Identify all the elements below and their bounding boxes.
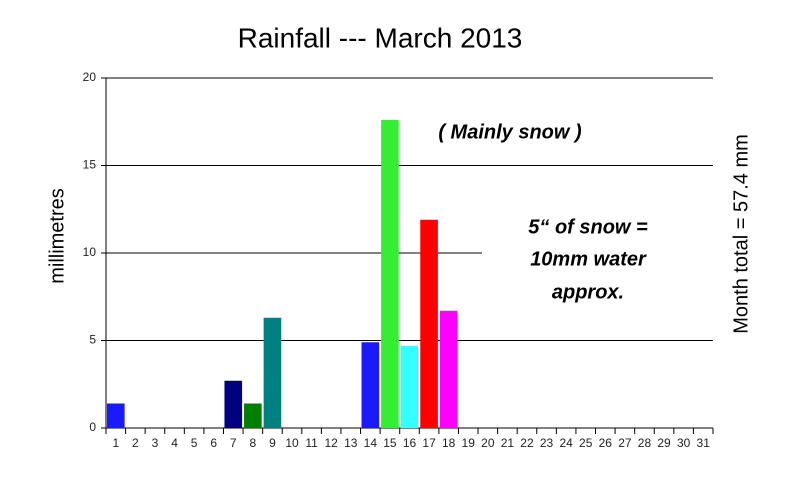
x-tick-label: 31 — [697, 436, 711, 450]
y-tick-label: 0 — [89, 420, 96, 434]
bar — [420, 219, 438, 428]
x-tick-label: 18 — [442, 436, 456, 450]
x-tick-label: 10 — [285, 436, 299, 450]
bar — [361, 342, 380, 428]
x-tick-label: 11 — [305, 436, 318, 450]
x-tick-label: 16 — [403, 436, 417, 450]
bar — [381, 120, 399, 428]
y-tick-label: 10 — [83, 245, 97, 259]
x-tick-label: 8 — [250, 436, 257, 450]
bar — [263, 317, 282, 428]
annotation: 5“ of snow = — [528, 216, 648, 238]
annotation: ( Mainly snow ) — [438, 121, 582, 143]
y-axis-label: millimetres — [46, 188, 68, 284]
month-total: Month total = 57.4 mm — [730, 134, 752, 334]
x-tick-label: 2 — [132, 436, 139, 450]
x-tick-label: 4 — [171, 436, 178, 450]
bar — [439, 310, 458, 428]
x-tick-label: 13 — [344, 436, 358, 450]
x-tick-label: 17 — [422, 436, 436, 450]
x-tick-label: 28 — [638, 436, 652, 450]
y-tick-label: 15 — [83, 158, 97, 172]
x-tick-label: 26 — [599, 436, 613, 450]
x-tick-label: 12 — [324, 436, 338, 450]
x-tick-label: 3 — [152, 436, 159, 450]
x-tick-label: 22 — [520, 436, 534, 450]
x-tick-label: 14 — [364, 436, 378, 450]
x-tick-label: 27 — [618, 436, 632, 450]
annotation: approx. — [552, 281, 624, 303]
x-tick-label: 25 — [579, 436, 593, 450]
x-tick-label: 1 — [112, 436, 119, 450]
y-tick-label: 20 — [83, 70, 97, 84]
bar — [106, 403, 125, 428]
chart-title: Rainfall --- March 2013 — [238, 22, 523, 53]
annotation: 10mm water — [530, 248, 647, 270]
x-tick-label: 5 — [191, 436, 198, 450]
bar — [400, 345, 419, 428]
x-tick-label: 29 — [657, 436, 671, 450]
x-tick-label: 7 — [230, 436, 237, 450]
x-tick-label: 6 — [210, 436, 217, 450]
x-tick-label: 24 — [559, 436, 573, 450]
x-tick-label: 9 — [269, 436, 276, 450]
x-tick-label: 19 — [462, 436, 476, 450]
x-tick-label: 20 — [481, 436, 495, 450]
x-tick-label: 30 — [677, 436, 691, 450]
bar — [244, 403, 262, 428]
x-tick-label: 23 — [540, 436, 554, 450]
annotation-bg — [482, 205, 713, 315]
x-tick-label: 21 — [501, 436, 515, 450]
bar — [224, 380, 243, 428]
x-tick-label: 15 — [383, 436, 397, 450]
y-tick-label: 5 — [89, 333, 96, 347]
